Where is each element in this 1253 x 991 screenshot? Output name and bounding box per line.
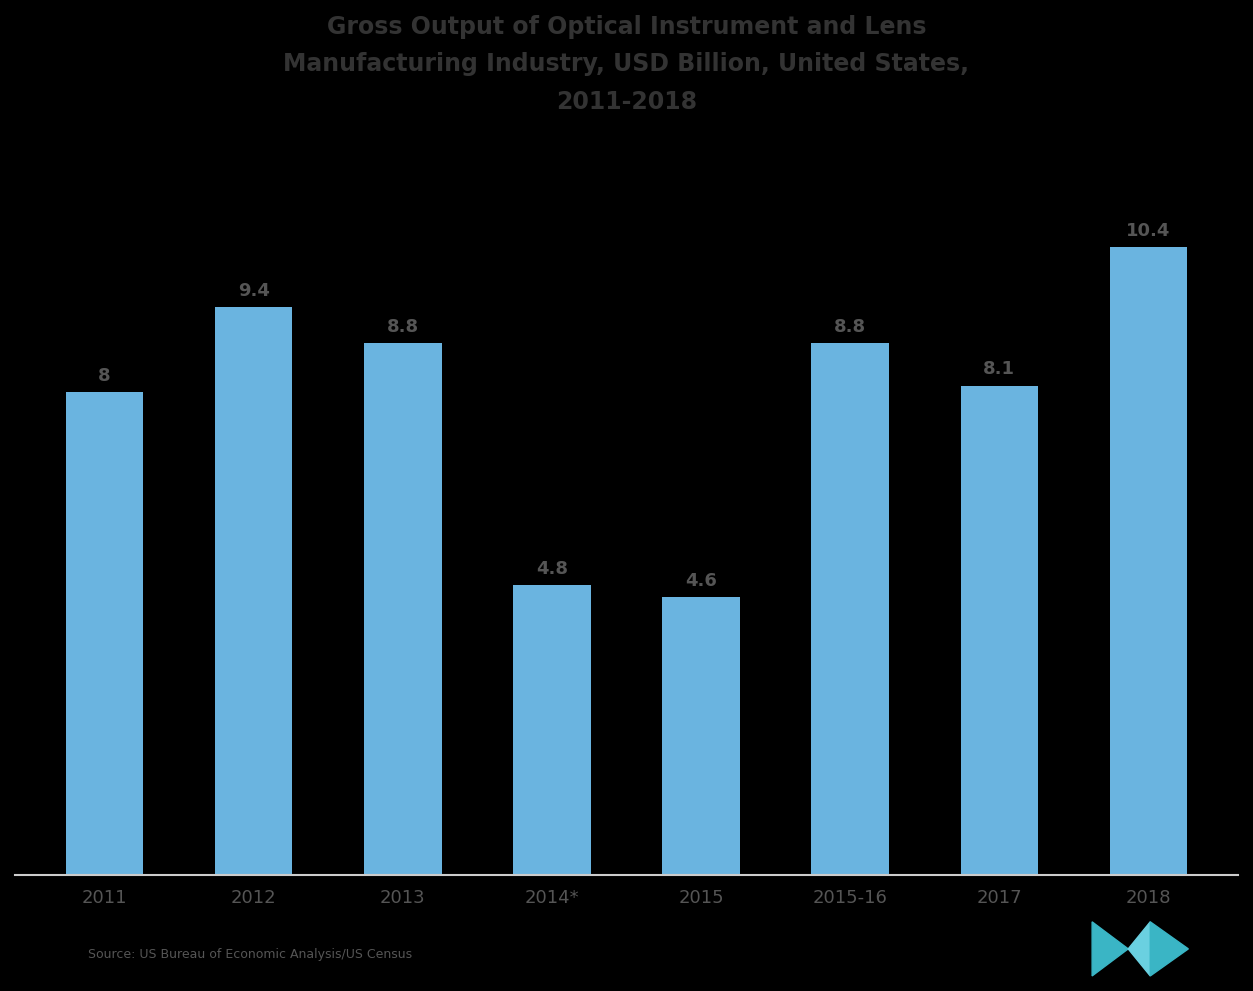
Bar bbox=[663, 597, 739, 875]
Polygon shape bbox=[1128, 922, 1150, 976]
Text: 8: 8 bbox=[98, 367, 110, 385]
Polygon shape bbox=[1093, 922, 1128, 976]
Bar bbox=[65, 391, 143, 875]
Text: 8.8: 8.8 bbox=[387, 318, 419, 336]
Text: 8.1: 8.1 bbox=[984, 361, 1015, 379]
Bar bbox=[961, 385, 1039, 875]
Text: Source: US Bureau of Economic Analysis/US Census: Source: US Bureau of Economic Analysis/U… bbox=[88, 948, 412, 961]
Bar bbox=[214, 307, 292, 875]
Bar bbox=[365, 344, 441, 875]
Bar bbox=[1110, 247, 1188, 875]
Bar bbox=[514, 585, 590, 875]
Text: 8.8: 8.8 bbox=[834, 318, 866, 336]
Text: 10.4: 10.4 bbox=[1126, 222, 1170, 240]
Text: 4.6: 4.6 bbox=[685, 572, 717, 590]
Polygon shape bbox=[1150, 922, 1188, 976]
Bar bbox=[812, 344, 888, 875]
Title: Gross Output of Optical Instrument and Lens
Manufacturing Industry, USD Billion,: Gross Output of Optical Instrument and L… bbox=[283, 15, 970, 114]
Text: 9.4: 9.4 bbox=[238, 282, 269, 300]
Text: 4.8: 4.8 bbox=[536, 560, 568, 578]
